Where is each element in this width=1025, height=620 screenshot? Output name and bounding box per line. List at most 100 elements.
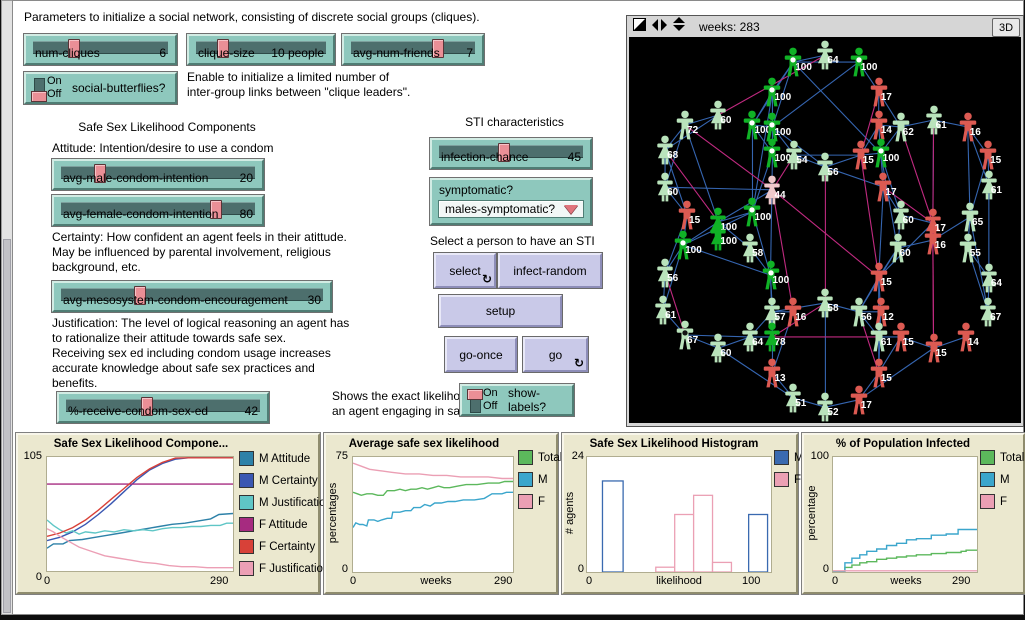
go-button[interactable]: go ↻ [523,337,588,372]
slider-clique-size[interactable]: clique-size 10 people [187,34,335,65]
view-resize-icon[interactable] [633,17,646,36]
person-figure[interactable]: 64 [978,263,1002,293]
infect-random-button[interactable]: infect-random [498,253,602,288]
person-figure[interactable]: 100 [782,47,812,77]
person-figure[interactable]: 55 [957,233,981,263]
switch-handle[interactable] [31,91,47,102]
slider-avg-male-condom-intention[interactable]: avg-male-condom-intention 20 [52,159,264,190]
slider-handle[interactable] [141,397,154,416]
go-once-button[interactable]: go-once [445,337,517,372]
person-figure[interactable]: 100 [761,77,791,107]
person-figure[interactable]: 54 [783,140,808,170]
person-figure[interactable]: 44 [761,175,786,205]
slider-receive-condom-sex-ed[interactable]: %-receive-condom-sex-ed 42 [57,392,269,423]
person-figure[interactable]: 14 [955,322,979,352]
person-figure[interactable]: 15 [676,200,700,230]
person-figure[interactable]: 17 [848,385,872,415]
person-figure[interactable]: 15 [923,333,947,363]
person-figure[interactable]: 15 [850,140,874,170]
person-figure[interactable]: 67 [674,320,698,350]
person-figure[interactable]: 15 [868,358,892,388]
slider-infection-chance[interactable]: infection-chance 45 [430,138,592,169]
horizontal-arrows-icon[interactable] [652,18,667,36]
person-figure[interactable]: 58 [739,233,763,263]
person-figure[interactable]: 52 [814,392,839,422]
slider-avg-num-friends[interactable]: avg-num-friends 7 [342,34,484,65]
person-figure[interactable]: 60 [890,200,914,230]
person-figure[interactable]: 100 [760,260,789,290]
select-button[interactable]: select ↻ [434,253,496,288]
slider-avg-female-condom-intention[interactable]: avg-female-condom-intention 80 [52,195,264,226]
person-figure[interactable]: 60 [707,100,732,130]
person-figure[interactable]: 56 [848,297,872,327]
person-figure[interactable]: 12 [870,297,894,327]
person-label: 15 [880,372,892,384]
person-figure[interactable]: 61 [868,322,892,352]
person-figure[interactable]: 14 [868,110,892,140]
slider-handle[interactable] [67,39,80,58]
person-figure[interactable]: 61 [652,295,676,325]
left-scrollbar-thumb[interactable] [3,239,11,613]
person-figure[interactable]: 16 [922,225,946,255]
person-figure[interactable]: 58 [814,288,839,318]
person-figure[interactable]: 56 [814,152,839,182]
person-figure[interactable]: 61 [978,170,1002,200]
person-figure[interactable]: 67 [977,297,1001,327]
person-figure[interactable]: 100 [741,110,771,140]
chooser-dropdown[interactable]: males-symptomatic? [438,200,584,218]
view-canvas[interactable]: 100 64 100 100 17 60 72 100 100 14 62 61 16 68 100 54 15… [629,37,1021,423]
person-figure[interactable]: 100 [761,112,791,142]
switch-handle[interactable] [467,389,483,400]
slider-handle[interactable] [217,39,230,58]
person-figure[interactable]: 51 [782,383,806,413]
person-figure[interactable]: 64 [814,40,839,70]
person-figure[interactable]: 61 [923,105,947,135]
person-figure[interactable]: 16 [957,112,981,142]
slider-label: num-cliques [35,46,100,60]
slider-num-cliques[interactable]: num-cliques 6 [24,34,177,65]
person-label: 16 [969,126,981,138]
slider-handle[interactable] [497,143,510,162]
person-figure[interactable]: 56 [654,258,678,288]
person-figure[interactable]: 17 [872,172,897,202]
person-figure[interactable]: 100 [870,138,899,168]
switch-social-butterflies[interactable]: On Off social-butterflies? [24,72,177,104]
person-figure[interactable]: 100 [707,221,737,251]
slider-handle[interactable] [133,286,146,305]
person-figure[interactable]: 57 [761,297,786,327]
person-figure[interactable]: 78 [761,322,786,352]
x-axis-label: likelihood [656,575,702,587]
person-figure[interactable]: 60 [654,172,678,202]
person-figure[interactable]: 62 [890,112,914,142]
person-figure[interactable]: 60 [707,333,732,363]
view-3d-button[interactable]: 3D [992,18,1020,37]
person-figure[interactable]: 16 [782,297,806,327]
person-label: 17 [885,187,897,199]
person-label: 56 [827,167,839,179]
person-figure[interactable]: 15 [868,262,892,292]
person-label: 100 [754,125,772,136]
switch-show-labels[interactable]: On Off show-labels? [460,384,574,416]
setup-button[interactable]: setup [439,295,562,327]
slider-handle[interactable] [210,200,223,219]
person-figure[interactable]: 64 [739,322,763,352]
vertical-arrows-icon[interactable] [673,17,685,36]
person-figure[interactable]: 72 [674,110,698,140]
world-view[interactable]: weeks: 283 3D 100 64 100 100 17 60 72 100 100 14 6… [626,15,1024,427]
person-figure[interactable]: 15 [977,140,1001,170]
slider-avg-mesosystem-condom-encouragement[interactable]: avg-mesosystem-condom-encouragement 30 [52,281,332,312]
person-figure[interactable]: 15 [890,322,914,352]
chooser-symptomatic[interactable]: symptomatic? males-symptomatic? [430,178,592,225]
person-figure[interactable]: 68 [654,135,678,165]
person-figure[interactable]: 100 [741,197,771,227]
person-figure[interactable]: 100 [761,138,791,168]
person-figure[interactable]: 100 [672,230,702,260]
person-figure[interactable]: 65 [959,202,983,232]
person-figure[interactable]: 60 [887,233,911,263]
person-figure[interactable]: 17 [868,77,892,107]
slider-handle[interactable] [93,164,106,183]
slider-handle[interactable] [431,39,444,58]
person-figure[interactable]: 13 [761,358,786,388]
person-figure[interactable]: 100 [848,47,877,77]
